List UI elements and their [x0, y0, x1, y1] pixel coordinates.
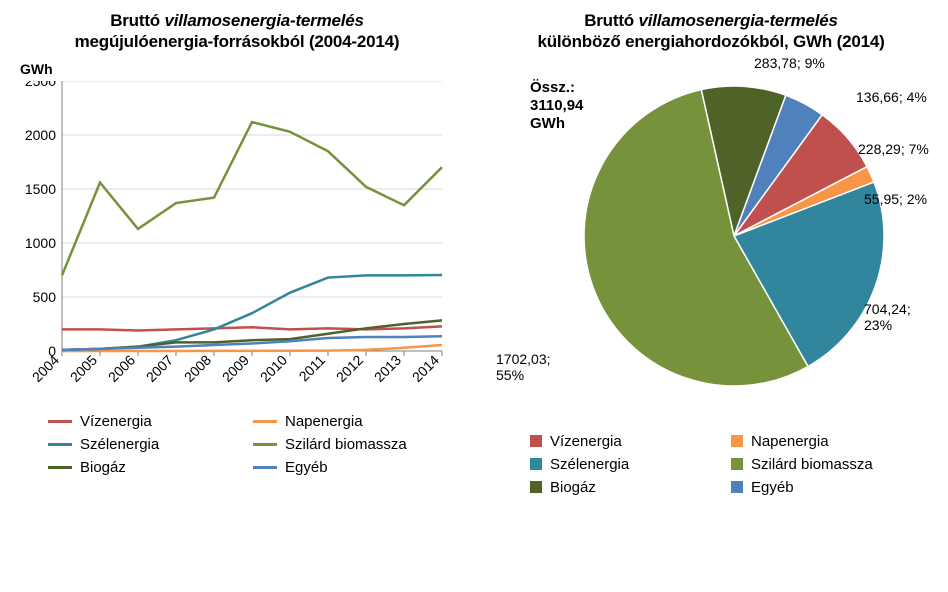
pie-legend: Vízenergia Napenergia Szélenergia Szilárd b…: [486, 421, 936, 496]
pie-chart-title: Bruttó villamosenergia-termelés különböz…: [486, 10, 936, 53]
svg-text:2006: 2006: [105, 351, 138, 384]
legend-swatch: [530, 435, 542, 447]
pie-chart-area: Össz.: 3110,94 GWh283,78; 9%136,66; 4%22…: [486, 61, 936, 421]
svg-text:2500: 2500: [25, 81, 56, 89]
line-ylabel: GWh: [20, 61, 53, 77]
legend-item: Napenergia: [731, 433, 916, 450]
svg-text:2011: 2011: [296, 351, 329, 384]
legend-swatch: [530, 481, 542, 493]
svg-text:2009: 2009: [219, 351, 252, 384]
pie-annotation-total: Össz.: 3110,94 GWh: [530, 79, 583, 133]
legend-label: Egyéb: [751, 479, 794, 496]
svg-text:2013: 2013: [371, 351, 404, 384]
svg-text:1000: 1000: [25, 235, 56, 251]
pie-annotation-viz: 228,29; 7%: [858, 141, 929, 158]
pie-annotation-szel: 704,24; 23%: [864, 301, 911, 335]
svg-text:2005: 2005: [67, 351, 100, 384]
svg-text:500: 500: [33, 289, 57, 305]
svg-text:2004: 2004: [29, 351, 62, 384]
svg-text:2008: 2008: [181, 351, 214, 384]
legend-item: Egyéb: [731, 479, 916, 496]
svg-text:2007: 2007: [143, 351, 176, 384]
legend-label: Szilárd biomassza: [285, 436, 407, 453]
legend-label: Napenergia: [751, 433, 829, 450]
legend-label: Szélenergia: [550, 456, 629, 473]
pie-title-suffix: különböző energiahordozókból, GWh (2014): [537, 32, 884, 51]
svg-text:2000: 2000: [25, 127, 56, 143]
legend-item: Biogáz: [48, 459, 237, 476]
pie-chart-panel: Bruttó villamosenergia-termelés különböz…: [474, 0, 948, 592]
legend-label: Vízenergia: [550, 433, 622, 450]
legend-swatch: [253, 443, 277, 446]
legend-label: Biogáz: [550, 479, 596, 496]
legend-swatch: [48, 443, 72, 446]
legend-item: Szélenergia: [48, 436, 237, 453]
pie-annotation-egyeb: 136,66; 4%: [856, 89, 927, 106]
pie-annotation-nap: 55,95; 2%: [864, 191, 927, 208]
svg-text:2014: 2014: [409, 351, 442, 384]
legend-item: Egyéb: [253, 459, 442, 476]
pie-title-prefix: Bruttó: [584, 11, 638, 30]
legend-item: Szilárd biomassza: [731, 456, 916, 473]
legend-swatch: [731, 481, 743, 493]
legend-label: Szélenergia: [80, 436, 159, 453]
legend-label: Egyéb: [285, 459, 328, 476]
line-chart-panel: Bruttó villamosenergia-termelés megújuló…: [0, 0, 474, 592]
svg-text:2012: 2012: [333, 351, 366, 384]
pie-annotation-biomassza: 1702,03; 55%: [496, 351, 551, 385]
legend-item: Szilárd biomassza: [253, 436, 442, 453]
line-chart-title: Bruttó villamosenergia-termelés megújuló…: [12, 10, 462, 53]
line-chart-svg: 0500100015002000250020042005200620072008…: [12, 81, 472, 421]
legend-label: Szilárd biomassza: [751, 456, 873, 473]
legend-swatch: [731, 458, 743, 470]
legend-item: Vízenergia: [530, 433, 715, 450]
legend-swatch: [731, 435, 743, 447]
pie-title-italic: villamosenergia-termelés: [639, 11, 838, 30]
pie-annotation-biogaz: 283,78; 9%: [754, 55, 825, 72]
legend-swatch: [530, 458, 542, 470]
line-title-suffix: megújulóenergia-forrásokból (2004-2014): [75, 32, 400, 51]
svg-text:2010: 2010: [257, 351, 290, 384]
legend-item: Szélenergia: [530, 456, 715, 473]
line-chart-area: GWh 050010001500200025002004200520062007…: [12, 61, 462, 401]
line-title-italic: villamosenergia-termelés: [165, 11, 364, 30]
legend-swatch: [253, 466, 277, 469]
svg-text:1500: 1500: [25, 181, 56, 197]
line-title-prefix: Bruttó: [110, 11, 164, 30]
legend-label: Biogáz: [80, 459, 126, 476]
legend-item: Biogáz: [530, 479, 715, 496]
legend-swatch: [48, 466, 72, 469]
